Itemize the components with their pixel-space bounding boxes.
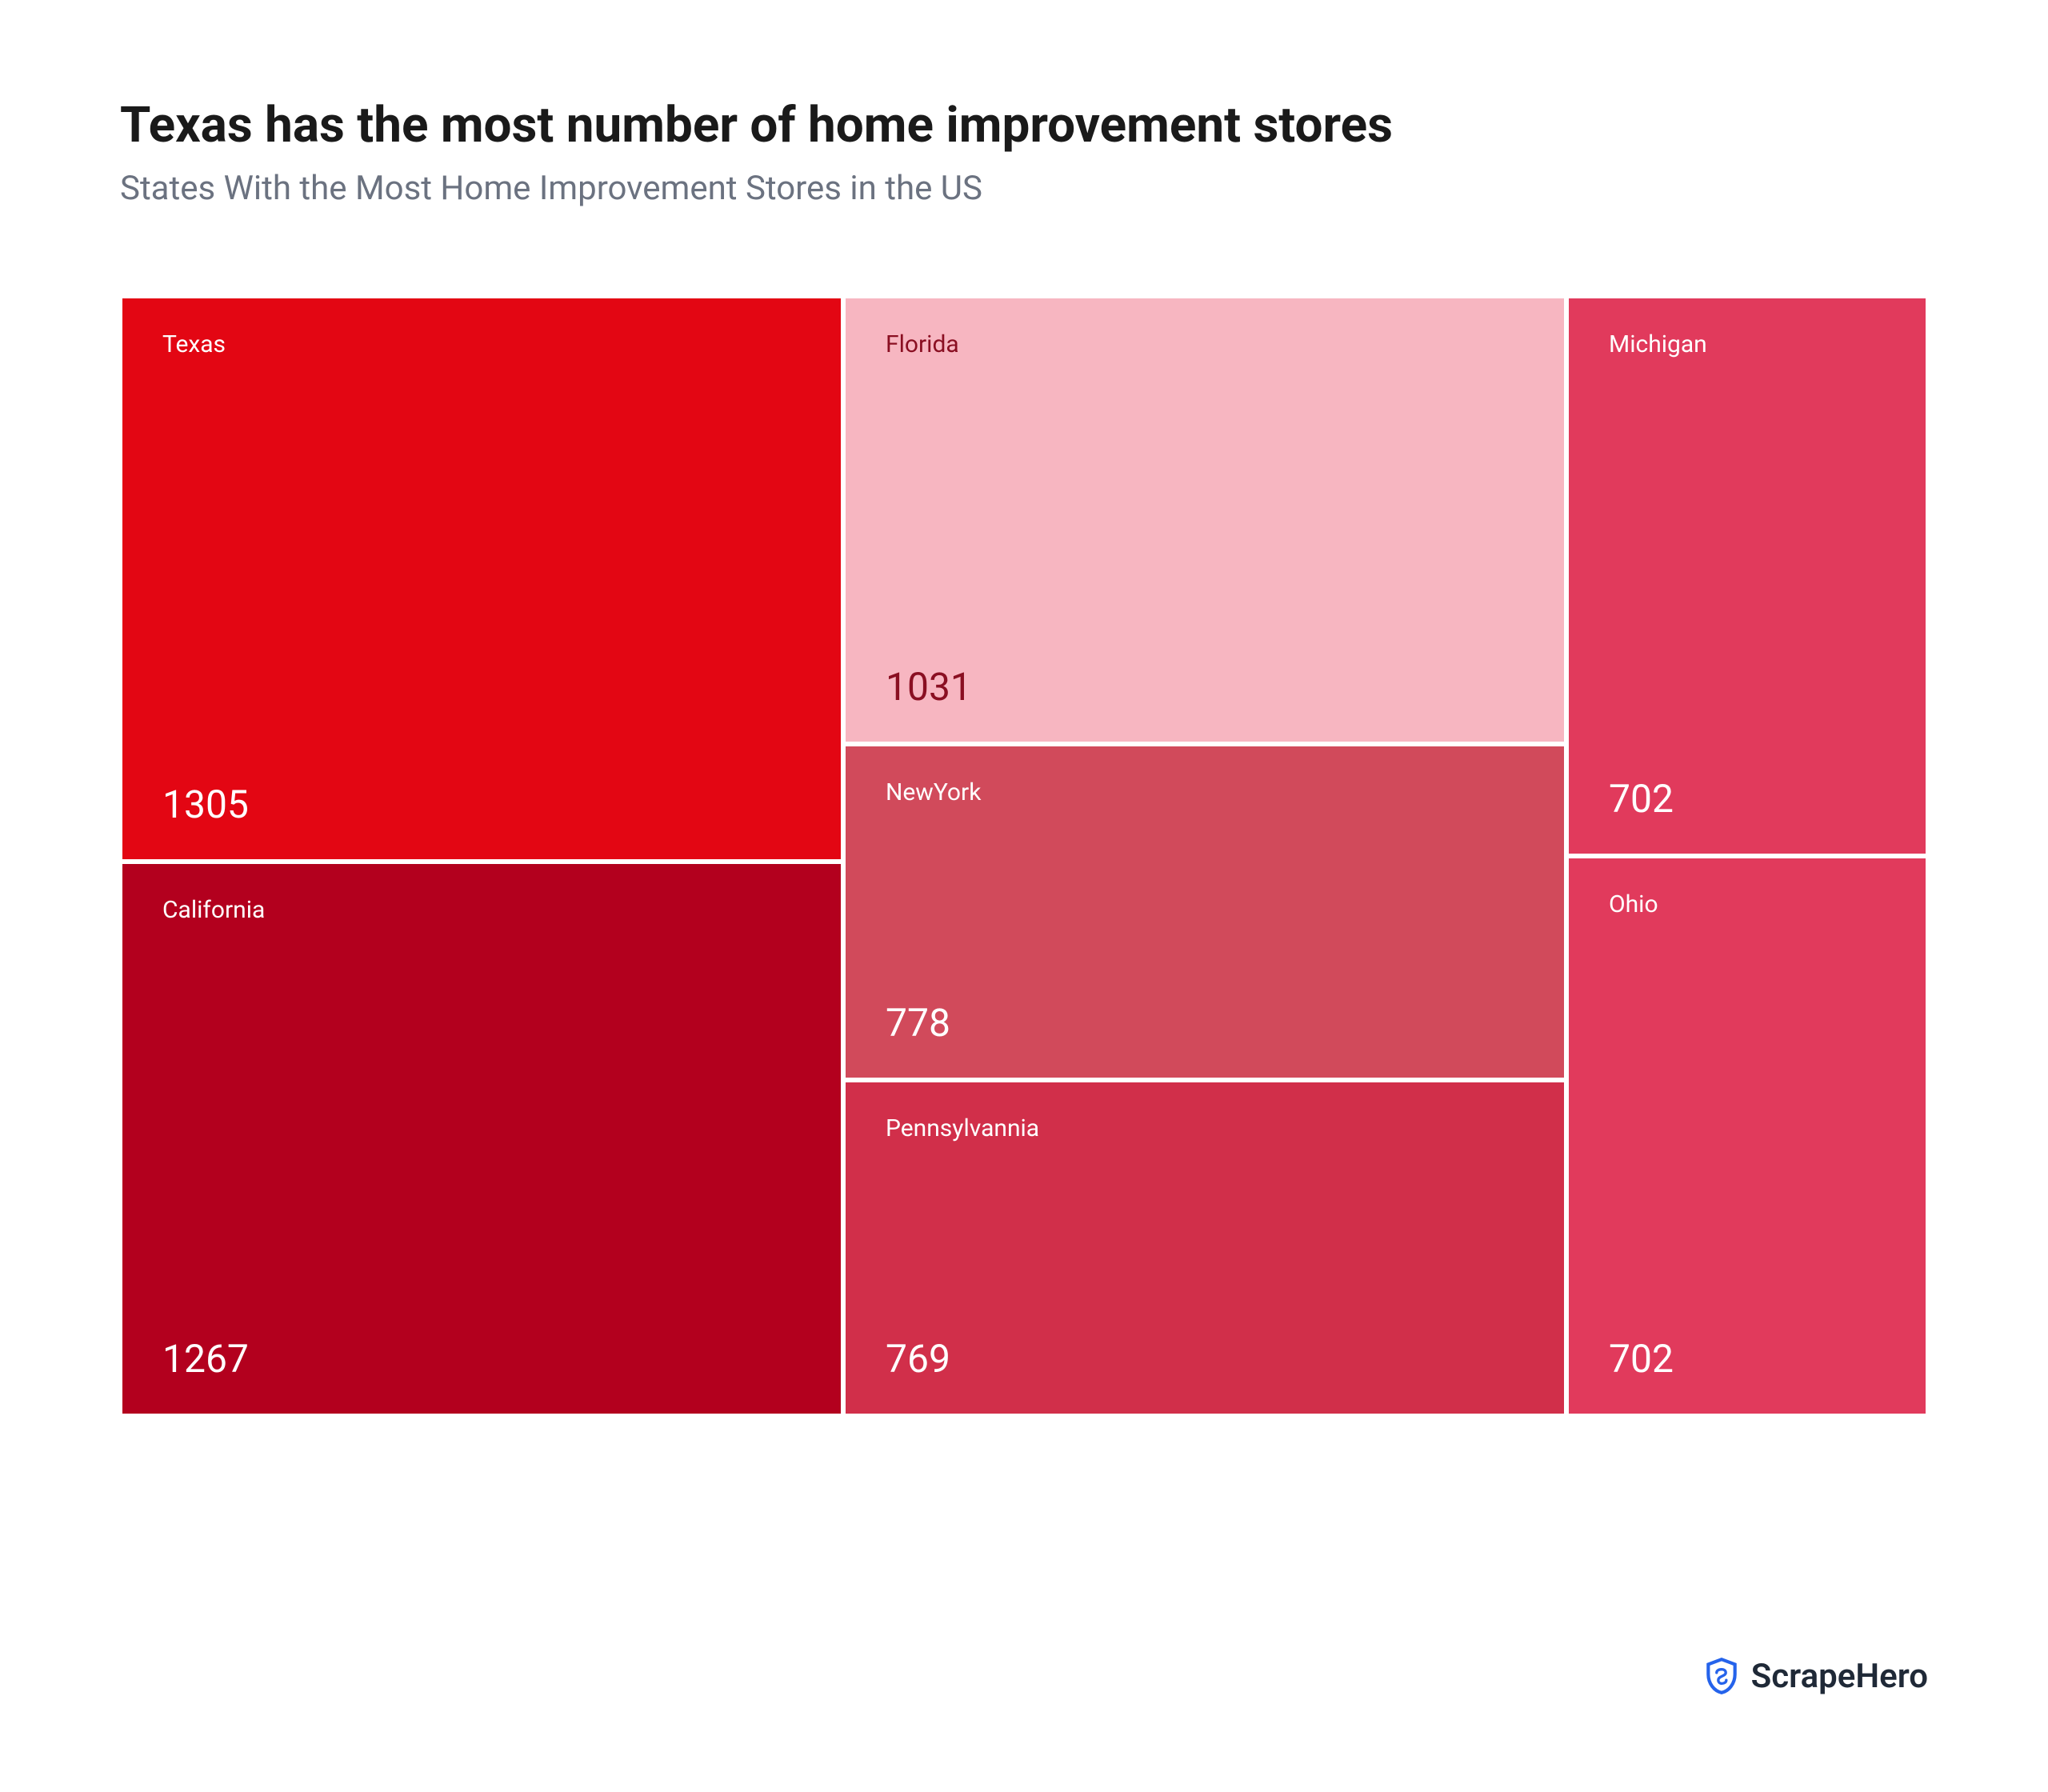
chart-title: Texas has the most number of home improv…	[120, 96, 1928, 154]
treemap-cell-value: 1305	[162, 782, 809, 827]
treemap-cell: Ohio 702	[1566, 856, 1928, 1416]
treemap-cell-label: Ohio	[1609, 890, 1894, 918]
treemap-cell-label: Texas	[162, 330, 809, 358]
treemap-cell-value: 702	[1609, 1336, 1894, 1382]
treemap-cell-label: NewYork	[886, 778, 1532, 806]
treemap-cell-value: 1031	[886, 664, 1532, 710]
brand-name: ScrapeHero	[1751, 1657, 1928, 1696]
treemap-cell-label: Florida	[886, 330, 1532, 358]
treemap-cell-label: California	[162, 896, 809, 924]
treemap-container: Texas 1305 California 1267 Florida 1031 NewYor…	[120, 296, 1928, 1416]
treemap-cell: Pennsylvannia 769	[843, 1080, 1566, 1416]
treemap-cell: NewYork 778	[843, 744, 1566, 1080]
treemap-cell: Florida 1031	[843, 296, 1566, 744]
treemap-cell: Michigan 702	[1566, 296, 1928, 856]
treemap-cell-label: Pennsylvannia	[886, 1114, 1532, 1142]
treemap-cell-value: 1267	[162, 1336, 809, 1382]
treemap-cell-value: 769	[886, 1336, 1532, 1382]
treemap-cell: Texas 1305	[120, 296, 843, 862]
treemap-cell-value: 702	[1609, 776, 1894, 822]
treemap-cell: California 1267	[120, 862, 843, 1416]
chart-subtitle: States With the Most Home Improvement St…	[120, 169, 1928, 208]
brand-footer: ScrapeHero	[1702, 1656, 1928, 1696]
treemap-cell-value: 778	[886, 1000, 1532, 1046]
treemap-cell-label: Michigan	[1609, 330, 1894, 358]
shield-icon	[1702, 1656, 1742, 1696]
